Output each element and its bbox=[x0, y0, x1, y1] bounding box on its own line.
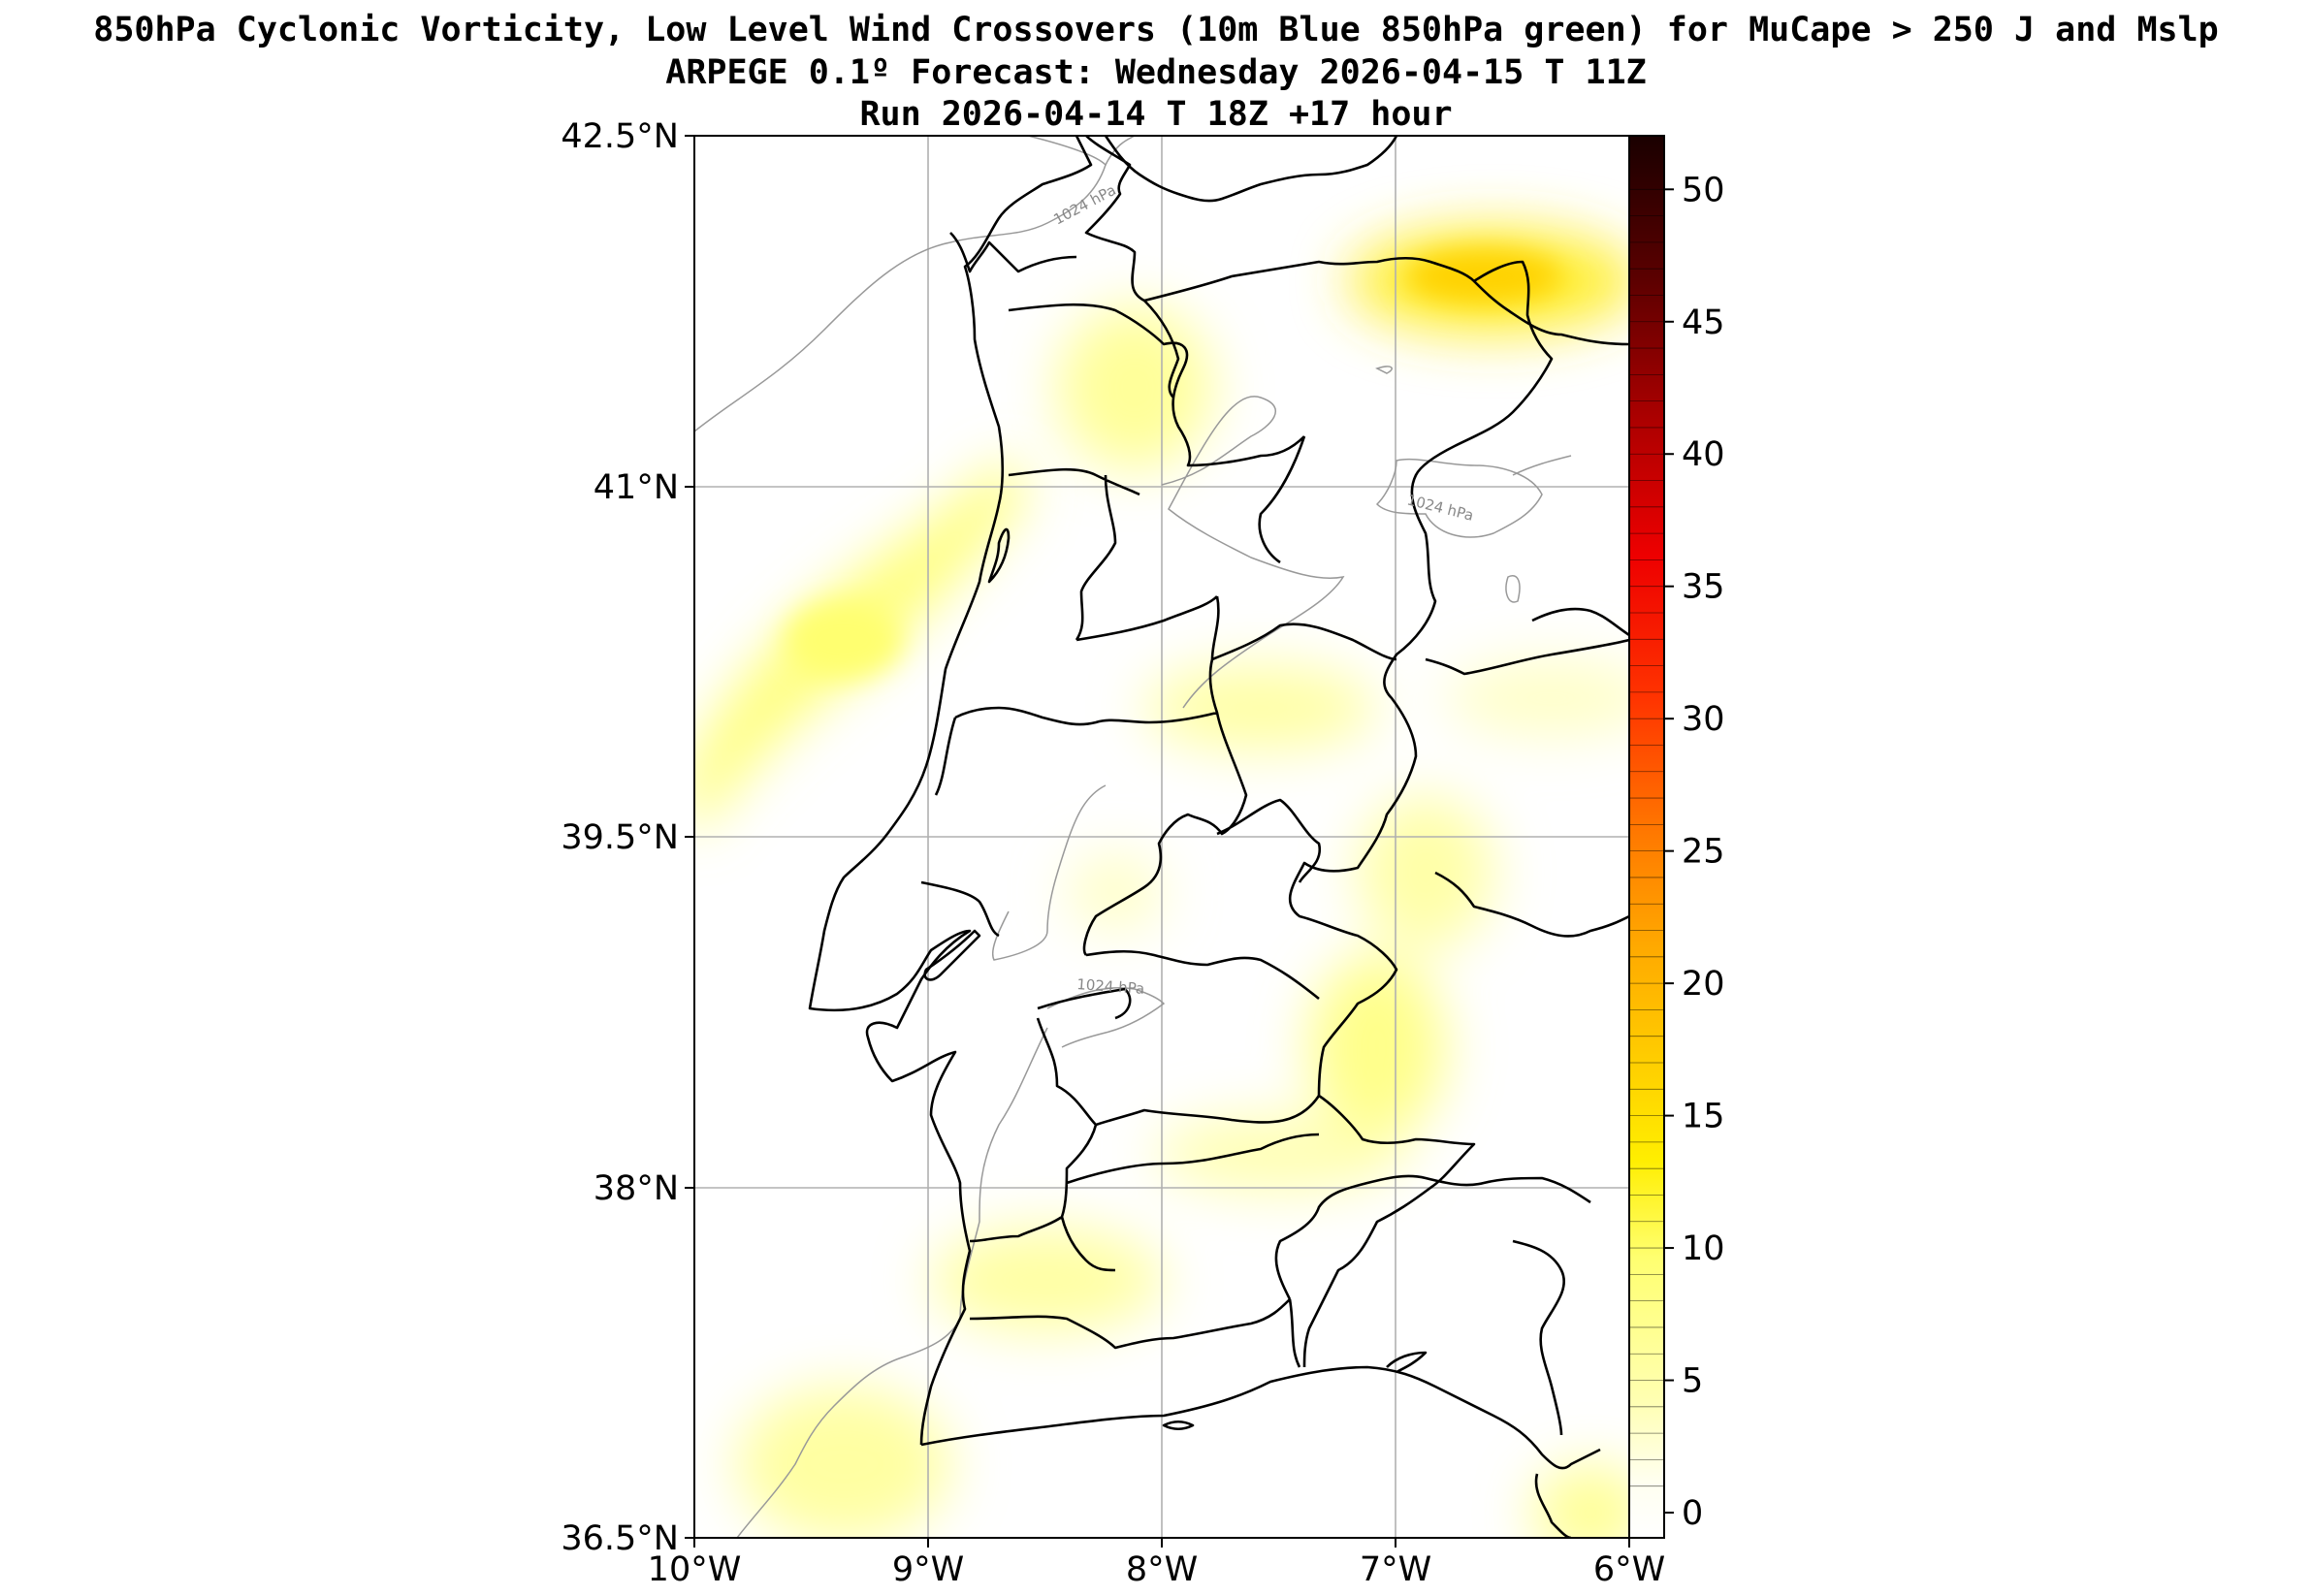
coastline-west bbox=[808, 136, 1093, 1446]
y-tick-label: 42.5°N bbox=[561, 117, 679, 156]
coastline-cadiz bbox=[1386, 1351, 1428, 1374]
title-line-2: ARPEGE 0.1º Forecast: Wednesday 2026-04-… bbox=[665, 53, 1646, 92]
boundaries bbox=[808, 136, 1629, 1538]
x-tick-label: 6°W bbox=[1593, 1550, 1665, 1589]
x-tick-label: 10°W bbox=[648, 1550, 742, 1589]
colorbar-ticks: 0 5 10 15 20 25 30 35 40 45 50 bbox=[1664, 171, 1725, 1533]
colorbar-fill bbox=[1629, 136, 1664, 1538]
title-line-3: Run 2026-04-14 T 18Z +17 hour bbox=[859, 95, 1452, 134]
colorbar-tick-label: 5 bbox=[1682, 1362, 1703, 1401]
colorbar-tick-label: 20 bbox=[1682, 965, 1725, 1004]
isobar-contours bbox=[694, 136, 1572, 1538]
map-area: 1024 hPa 1024 hPa 1024 hPa bbox=[694, 136, 1629, 1538]
colorbar-frame bbox=[1628, 135, 1665, 1539]
coastline-gibraltar bbox=[1534, 1473, 1572, 1538]
coastline-north bbox=[1104, 136, 1398, 203]
isobar-label-south: 1024 hPa bbox=[1076, 975, 1145, 998]
colorbar-tick-label: 30 bbox=[1682, 700, 1725, 739]
vorticity-field bbox=[694, 228, 1629, 1538]
colorbar-tick-label: 45 bbox=[1682, 303, 1725, 342]
colorbar-tick-label: 40 bbox=[1682, 435, 1725, 474]
estuary-aveiro bbox=[987, 527, 1011, 584]
colorbar-tick-label: 25 bbox=[1682, 833, 1725, 872]
colorbar-tick-label: 50 bbox=[1682, 171, 1725, 209]
x-tick-label: 9°W bbox=[892, 1550, 964, 1589]
colorbar-tick-label: 0 bbox=[1682, 1494, 1703, 1533]
y-tick-label: 41°N bbox=[594, 468, 679, 507]
y-tick-label: 36.5°N bbox=[561, 1519, 679, 1558]
x-axis-labels: 10°W 9°W 8°W 7°W 6°W bbox=[648, 1550, 1666, 1589]
x-tick-label: 7°W bbox=[1360, 1550, 1431, 1589]
colorbar-tick-label: 10 bbox=[1682, 1229, 1725, 1268]
x-tick-label: 8°W bbox=[1126, 1550, 1198, 1589]
y-axis-labels: 42.5°N 41°N 39.5°N 38°N 36.5°N bbox=[561, 117, 679, 1558]
district-lines bbox=[920, 280, 1629, 1436]
estuary-guadiana bbox=[1162, 1420, 1195, 1431]
coastline-galicia-edge bbox=[949, 232, 1077, 273]
colorbar: 0 5 10 15 20 25 30 35 40 45 50 bbox=[1628, 135, 1725, 1539]
border-portugal-spain bbox=[1084, 136, 1554, 1368]
figure-title: 850hPa Cyclonic Vorticity, Low Level Win… bbox=[93, 11, 2218, 134]
y-tick-label: 38°N bbox=[594, 1169, 679, 1208]
title-line-1: 850hPa Cyclonic Vorticity, Low Level Win… bbox=[93, 11, 2218, 49]
y-tick-label: 39.5°N bbox=[561, 818, 679, 857]
coastline-south bbox=[920, 1365, 1601, 1470]
estuary-tejo bbox=[923, 929, 981, 981]
colorbar-tick-label: 35 bbox=[1682, 568, 1725, 607]
colorbar-level-lines bbox=[1629, 188, 1664, 1487]
axis-ticks bbox=[685, 135, 1630, 1548]
colorbar-tick-label: 15 bbox=[1682, 1098, 1725, 1136]
